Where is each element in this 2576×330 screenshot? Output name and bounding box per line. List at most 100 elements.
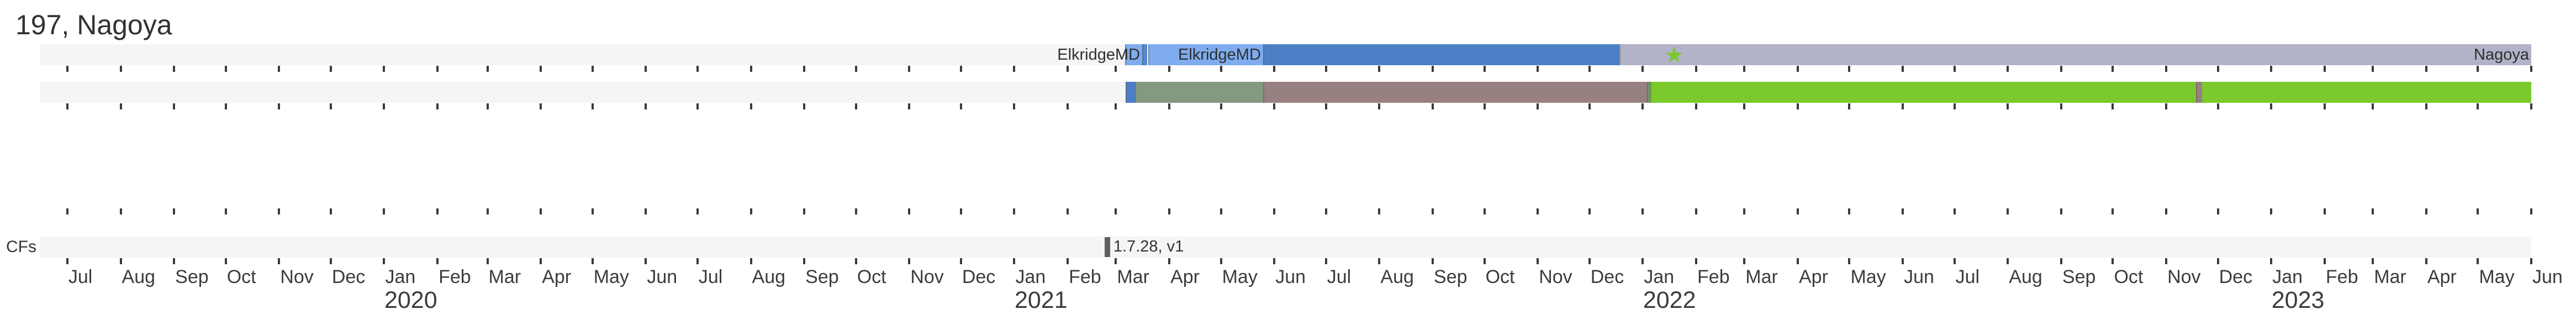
month-tick <box>1220 103 1222 109</box>
month-tick <box>540 103 542 109</box>
segment-label: ElkridgeMD <box>1057 46 1141 64</box>
month-label: Apr <box>2427 266 2457 287</box>
month-tick <box>959 66 962 72</box>
month-label: Jul <box>68 266 93 287</box>
month-tick <box>2165 258 2168 264</box>
month-label: Apr <box>1798 266 1828 287</box>
timeline-segment-phases[interactable] <box>1263 82 1648 103</box>
month-label: Jul <box>1955 266 1980 287</box>
month-tick <box>224 103 227 109</box>
month-tick <box>1067 103 1069 109</box>
segment-label: Nagoya <box>2474 46 2529 64</box>
timeline-segment-itinerary[interactable] <box>1142 44 1148 65</box>
month-tick <box>278 258 281 264</box>
month-label: Aug <box>752 266 786 287</box>
month-tick <box>1743 258 1746 264</box>
timeline-segment-phases[interactable] <box>1647 82 1651 103</box>
month-tick <box>119 66 122 72</box>
month-tick <box>436 258 439 264</box>
month-tick <box>1378 258 1381 264</box>
timeline-segment-phases[interactable] <box>1135 82 1263 103</box>
month-tick <box>278 103 281 109</box>
month-tick <box>436 66 439 72</box>
month-tick <box>696 208 699 214</box>
month-tick <box>1695 208 1698 214</box>
month-tick <box>1848 66 1851 72</box>
month-tick <box>749 66 752 72</box>
month-tick <box>803 66 806 72</box>
month-tick <box>1432 258 1434 264</box>
month-tick <box>959 258 962 264</box>
month-tick <box>66 66 68 72</box>
month-tick <box>749 258 752 264</box>
star-marker-icon[interactable]: ★ <box>1664 43 1685 67</box>
month-label: Jun <box>1904 266 1934 287</box>
month-tick <box>2425 258 2427 264</box>
row-band-cfs <box>40 237 2531 258</box>
year-label: 2023 <box>2271 287 2325 313</box>
month-tick <box>1378 103 1381 109</box>
timeline-segment-phases[interactable] <box>2195 82 2202 103</box>
month-tick <box>329 103 332 109</box>
timeline-segment-phases[interactable] <box>1125 82 1136 103</box>
month-tick <box>1588 103 1591 109</box>
year-label: 2022 <box>1643 287 1696 313</box>
month-tick <box>908 258 911 264</box>
month-tick <box>591 208 594 214</box>
month-tick <box>1324 208 1327 214</box>
month-tick <box>749 208 752 214</box>
month-tick <box>486 208 489 214</box>
month-tick <box>2216 208 2219 214</box>
month-tick <box>1796 103 1799 109</box>
month-tick <box>1115 66 1117 72</box>
month-tick <box>1588 258 1591 264</box>
month-tick <box>854 66 857 72</box>
month-tick <box>2165 66 2168 72</box>
month-tick <box>2477 208 2479 214</box>
month-tick <box>908 208 911 214</box>
timeline-segment-itinerary[interactable] <box>1619 44 2531 65</box>
month-tick <box>854 103 857 109</box>
timeline-segment-itinerary[interactable] <box>1125 44 1143 65</box>
month-tick <box>2425 208 2427 214</box>
month-tick <box>645 208 647 214</box>
month-tick <box>119 258 122 264</box>
month-tick <box>383 66 386 72</box>
month-tick <box>2270 258 2273 264</box>
month-label: Jan <box>385 266 416 287</box>
month-tick <box>591 66 594 72</box>
month-tick <box>486 66 489 72</box>
month-label: Sep <box>805 266 839 287</box>
month-tick <box>329 66 332 72</box>
month-tick <box>2165 208 2168 214</box>
month-label: Apr <box>542 266 572 287</box>
month-tick <box>540 258 542 264</box>
month-label: May <box>1222 266 1258 287</box>
month-tick <box>1641 103 1644 109</box>
month-tick <box>1013 66 1016 72</box>
cfs-axis-label: CFs <box>6 238 36 256</box>
month-tick <box>1483 208 1486 214</box>
cf-annotation: 1.7.28, v1 <box>1113 238 1184 255</box>
month-tick <box>803 103 806 109</box>
timeline-segment-phases[interactable] <box>1650 82 2531 103</box>
month-tick <box>1013 258 1016 264</box>
month-tick <box>854 258 857 264</box>
month-tick <box>119 208 122 214</box>
month-tick <box>1537 208 1539 214</box>
month-tick <box>1537 103 1539 109</box>
month-tick <box>1115 208 1117 214</box>
month-tick <box>436 103 439 109</box>
month-label: Mar <box>2374 266 2406 287</box>
timeline-segment-itinerary[interactable] <box>1263 44 1619 65</box>
month-tick <box>1743 208 1746 214</box>
month-label: Sep <box>175 266 209 287</box>
cf-marker[interactable] <box>1105 237 1110 257</box>
month-tick <box>1324 66 1327 72</box>
timeline-segment-itinerary[interactable] <box>1148 44 1263 65</box>
month-tick <box>1848 103 1851 109</box>
month-label: Jun <box>647 266 678 287</box>
month-tick <box>1588 66 1591 72</box>
month-tick <box>2270 66 2273 72</box>
